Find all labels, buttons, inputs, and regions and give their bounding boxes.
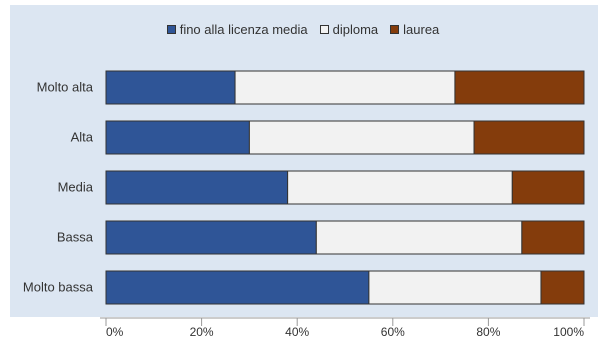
bar-media-fino-alla-licenza-media — [105, 170, 289, 205]
x-tick-label: 20% — [190, 325, 214, 339]
x-tick-label: 40% — [285, 325, 309, 339]
bar-molto-alta-laurea — [454, 70, 585, 105]
x-tick-label: 80% — [476, 325, 500, 339]
x-tick-label: 60% — [381, 325, 405, 339]
bar-molto-alta-fino-alla-licenza-media — [105, 70, 236, 105]
bar-media-diploma — [287, 170, 513, 205]
legend-label-laurea: laurea — [403, 22, 440, 37]
legend: fino alla licenza media diploma laurea — [0, 22, 606, 37]
bar-alta-laurea — [473, 120, 585, 155]
legend-swatch-laurea — [390, 25, 400, 34]
bar-molto-bassa-diploma — [368, 270, 542, 305]
bar-alta-fino-alla-licenza-media — [105, 120, 250, 155]
category-label-molto-bassa: Molto bassa — [23, 280, 94, 295]
legend-label-licenza-media: fino alla licenza media — [179, 22, 308, 37]
bar-molto-bassa-fino-alla-licenza-media — [105, 270, 370, 305]
legend-swatch-diploma — [319, 25, 329, 34]
bar-media-laurea — [511, 170, 585, 205]
category-label-bassa: Bassa — [57, 230, 94, 245]
bar-molto-alta-diploma — [234, 70, 456, 105]
legend-item-laurea: laurea — [390, 22, 439, 37]
legend-item-diploma: diploma — [319, 22, 379, 37]
category-label-alta: Alta — [71, 130, 94, 145]
legend-label-diploma: diploma — [332, 22, 379, 37]
chart-background — [10, 5, 598, 317]
bar-bassa-fino-alla-licenza-media — [105, 220, 317, 255]
bar-bassa-laurea — [521, 220, 585, 255]
bar-alta-diploma — [248, 120, 475, 155]
category-label-media: Media — [58, 180, 94, 195]
x-tick-label: 100% — [553, 325, 584, 339]
bar-molto-bassa-laurea — [540, 270, 585, 305]
x-tick-label: 0% — [106, 325, 124, 339]
legend-swatch-licenza-media — [166, 25, 176, 34]
category-label-molto-alta: Molto alta — [37, 80, 94, 95]
legend-item-licenza-media: fino alla licenza media — [166, 22, 308, 37]
bar-bassa-diploma — [315, 220, 523, 255]
